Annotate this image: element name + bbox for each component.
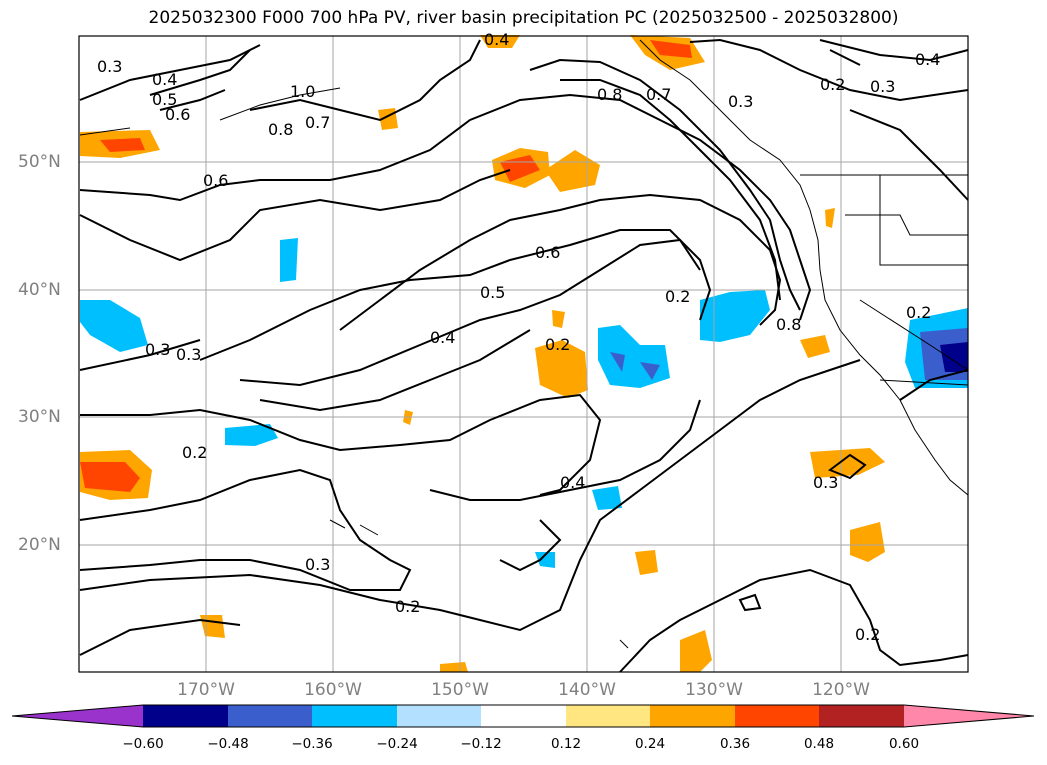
- lon-label: 160°W: [304, 680, 362, 700]
- map-title: 2025032300 F000 700 hPa PV, river basin …: [148, 8, 899, 28]
- contour-labels: 0.3 0.4 0.5 0.6 1.0 0.8 0.7 0.4 0.8 0.7 …: [97, 30, 940, 644]
- lon-label: 150°W: [431, 680, 489, 700]
- contour-label: 0.7: [305, 113, 330, 132]
- colorbar-tick: −0.12: [460, 736, 502, 752]
- contour-label: 0.4: [484, 30, 509, 49]
- contour-label: 0.6: [203, 171, 228, 190]
- contour-label: 0.6: [535, 243, 560, 262]
- contour-label: 0.5: [152, 90, 177, 109]
- map-frame: [78, 35, 969, 673]
- contour-label: 0.3: [728, 92, 753, 111]
- contour-label: 0.2: [820, 75, 845, 94]
- contour-label: 0.3: [305, 555, 330, 574]
- coastlines: [79, 39, 969, 649]
- colorbar-tick: 0.60: [888, 736, 920, 752]
- contour-label: 0.7: [646, 85, 671, 104]
- contour-label: 0.4: [915, 50, 940, 69]
- contour-label: 0.4: [560, 473, 585, 492]
- lat-label: 40°N: [18, 280, 61, 300]
- pv-contours: [79, 38, 969, 673]
- contour-label: 0.4: [152, 70, 177, 89]
- contour-label: 0.8: [597, 85, 622, 104]
- colorbar-tick: −0.36: [291, 736, 333, 752]
- colorbar-tick: 0.48: [803, 736, 835, 752]
- contour-label: 0.3: [176, 345, 201, 364]
- lat-label: 20°N: [18, 535, 61, 555]
- contour-label: 0.2: [395, 597, 420, 616]
- contour-label: 0.3: [870, 77, 895, 96]
- contour-label: 0.2: [545, 335, 570, 354]
- contour-label: 0.3: [813, 473, 838, 492]
- lat-label: 50°N: [18, 152, 61, 172]
- colorbar-tick: 0.24: [634, 736, 666, 752]
- precip-shading: [80, 35, 968, 672]
- colorbar-tick: −0.24: [376, 736, 418, 752]
- colorbar-tick: 0.12: [550, 736, 582, 752]
- contour-label: 0.6: [165, 105, 190, 124]
- colorbar: [11, 704, 1035, 728]
- colorbar-tick: −0.48: [207, 736, 249, 752]
- colorbar-extend-low: [12, 705, 143, 727]
- contour-label: 0.8: [268, 120, 293, 139]
- contour-label: 0.5: [480, 283, 505, 302]
- lat-label: 30°N: [18, 407, 61, 427]
- lon-label: 140°W: [558, 680, 616, 700]
- contour-label: 0.3: [97, 57, 122, 76]
- contour-label: 0.3: [145, 340, 170, 359]
- contour-label: 0.4: [430, 328, 455, 347]
- lon-label: 130°W: [685, 680, 743, 700]
- colorbar-tick: 0.36: [719, 736, 751, 752]
- contour-label: 0.2: [182, 443, 207, 462]
- colorbar-extend-high: [904, 705, 1034, 727]
- contour-label: 1.0: [290, 82, 315, 101]
- lon-label: 170°W: [177, 680, 235, 700]
- contour-label: 0.8: [776, 315, 801, 334]
- graticule: [79, 36, 968, 672]
- contour-label: 0.2: [855, 625, 880, 644]
- contour-label: 0.2: [906, 303, 931, 322]
- lon-label: 120°W: [812, 680, 870, 700]
- colorbar-tick: −0.60: [122, 736, 164, 752]
- contour-label: 0.2: [665, 287, 690, 306]
